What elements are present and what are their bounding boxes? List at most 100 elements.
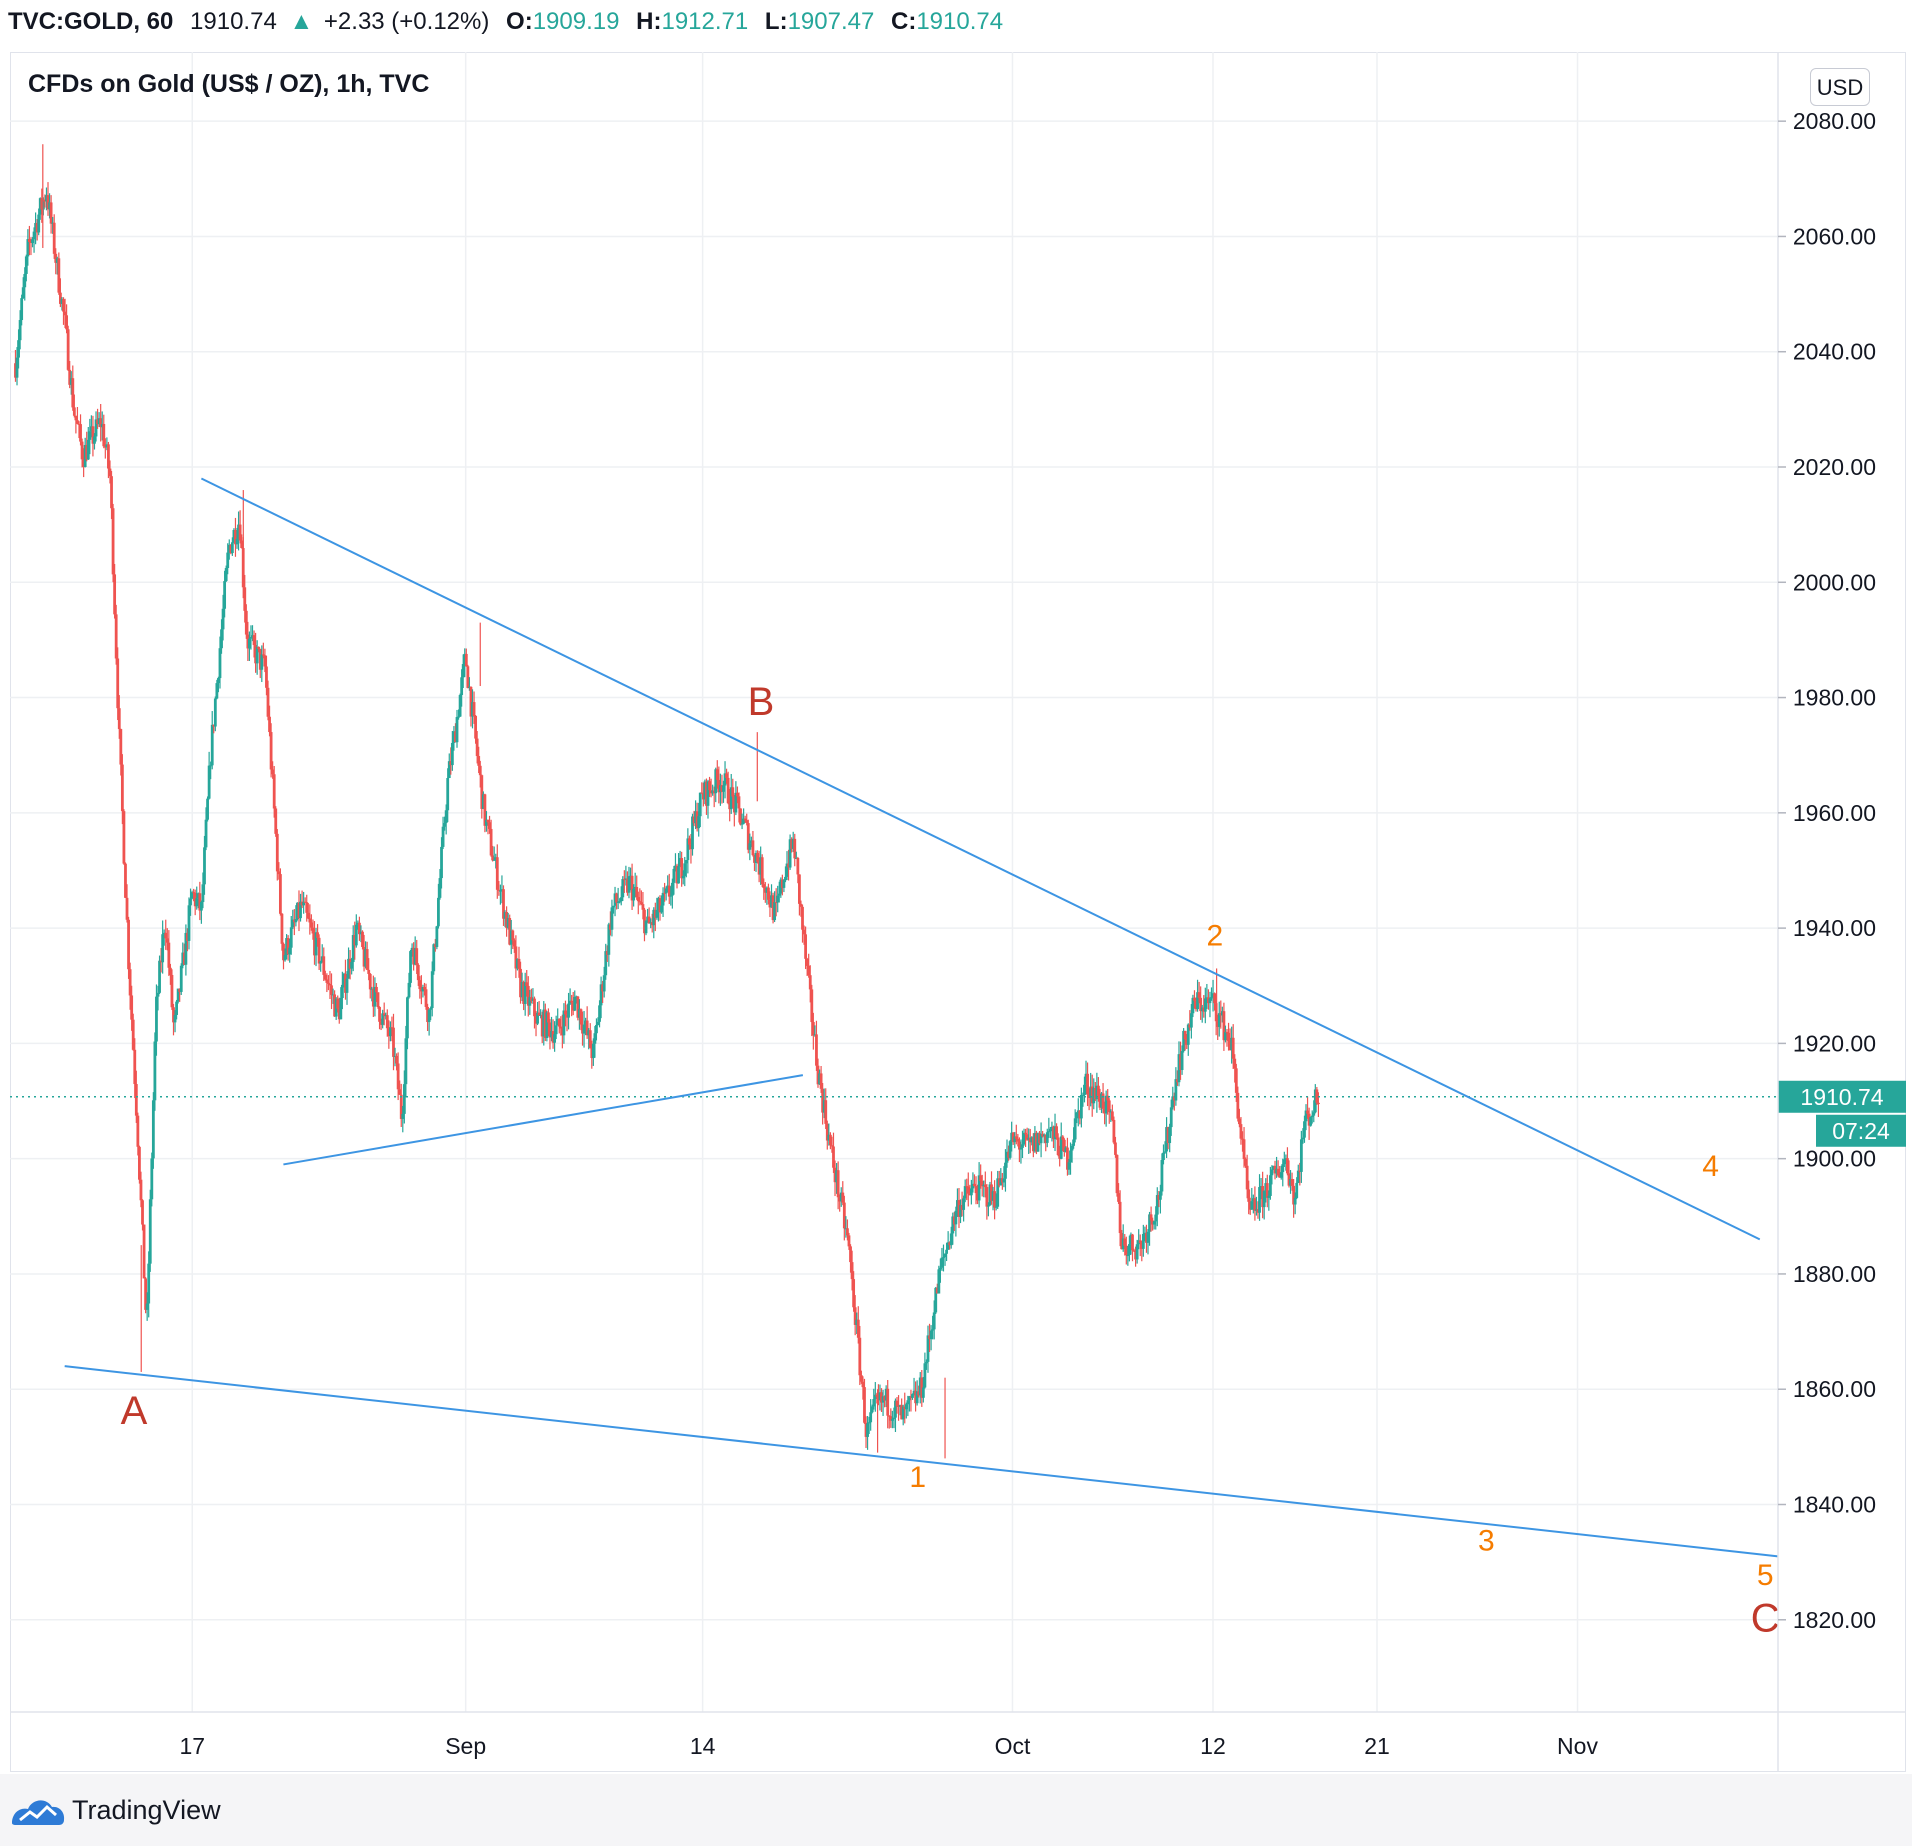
candle-body <box>621 879 625 898</box>
candle-body <box>37 214 41 233</box>
candle-body <box>887 1415 891 1417</box>
candle-body <box>525 982 529 986</box>
candle-body <box>382 1013 386 1016</box>
candle-body <box>443 823 447 827</box>
candle-body <box>1123 1238 1127 1246</box>
candle-body <box>1211 993 1215 998</box>
symbol-name[interactable]: TVC:GOLD, 60 <box>8 8 174 35</box>
candle-body <box>1151 1220 1155 1225</box>
candle-body <box>1146 1231 1150 1243</box>
candle-body <box>1196 992 1199 1010</box>
candle-body <box>1050 1126 1054 1129</box>
candle-body <box>799 903 803 907</box>
candle-body <box>486 819 490 823</box>
candle-body <box>433 944 437 947</box>
candle-body <box>481 794 485 809</box>
candle-body <box>988 1184 992 1206</box>
candle-body <box>819 1073 823 1089</box>
candle-body <box>1255 1209 1258 1211</box>
candle-body <box>387 1028 391 1037</box>
candle-body <box>839 1192 843 1202</box>
candle-body <box>244 610 248 635</box>
candle-body <box>14 363 17 378</box>
candle-body <box>1306 1110 1309 1114</box>
trendline <box>283 1074 804 1166</box>
candle-body <box>517 958 521 969</box>
candle-body <box>884 1388 888 1401</box>
candle-body <box>695 811 699 829</box>
candle-body <box>824 1100 828 1124</box>
brand[interactable]: TradingView <box>10 1790 221 1830</box>
y-tick-label: 1860.00 <box>1793 1376 1876 1402</box>
candle-body <box>610 907 614 930</box>
candle-body <box>1270 1169 1274 1176</box>
candle-body <box>539 1014 543 1016</box>
candle-body <box>556 1018 560 1026</box>
candle-body <box>232 529 236 543</box>
candle-body <box>717 779 721 793</box>
candle-body <box>402 1084 406 1114</box>
candle-body <box>227 544 231 553</box>
candle-body <box>49 202 53 224</box>
candle-body <box>1044 1134 1048 1143</box>
candle-body <box>1176 1079 1179 1083</box>
candle-body <box>774 902 778 904</box>
candle-body <box>1275 1168 1278 1174</box>
candle-body <box>1272 1165 1275 1170</box>
candle-body <box>492 859 496 861</box>
candle-body <box>1265 1183 1269 1198</box>
candle-body <box>890 1419 894 1421</box>
candle-body <box>1141 1233 1145 1249</box>
candle-body <box>1237 1118 1241 1125</box>
candle-body <box>265 666 268 688</box>
candle-body <box>1307 1113 1311 1126</box>
candle-body <box>635 886 639 898</box>
candle-body <box>931 1329 935 1331</box>
candle-body <box>585 1020 589 1036</box>
candle-body <box>1289 1179 1292 1186</box>
candle-body <box>1028 1137 1032 1143</box>
candle-body <box>212 724 216 727</box>
candle-body <box>1284 1158 1288 1160</box>
candle-body <box>1242 1139 1246 1160</box>
candle-body <box>588 1030 592 1048</box>
candle-body <box>591 1043 595 1059</box>
candle-body <box>18 320 22 341</box>
candle-body <box>450 742 454 766</box>
candle-body <box>571 1002 575 1011</box>
candle-body <box>873 1394 877 1400</box>
candle-body <box>1072 1139 1076 1146</box>
candle-body <box>40 198 44 210</box>
candle-body <box>574 996 578 998</box>
candle-body <box>1200 1007 1204 1012</box>
candle-body <box>822 1100 826 1113</box>
candle-body <box>175 1001 178 1015</box>
candle-body <box>533 998 536 1017</box>
candle-body <box>1115 1154 1119 1194</box>
candle-body <box>658 898 662 913</box>
y-tick-label: 2020.00 <box>1793 454 1876 480</box>
candle-body <box>629 875 632 877</box>
candle-body <box>206 798 209 820</box>
candle-body <box>547 1012 550 1023</box>
candle-body <box>1078 1110 1082 1119</box>
candle-body <box>1199 997 1203 1012</box>
candle-body <box>915 1391 919 1404</box>
candle-body <box>1033 1133 1037 1152</box>
candle-body <box>502 889 505 919</box>
candle-body <box>966 1186 970 1194</box>
candle-body <box>396 1063 400 1090</box>
candle-body <box>1186 1024 1190 1045</box>
candle-body <box>1036 1133 1040 1152</box>
candle-body <box>1073 1118 1077 1140</box>
candle-body <box>652 909 656 926</box>
candle-body <box>155 996 158 1042</box>
candle-body <box>908 1396 911 1401</box>
candle-body <box>864 1422 868 1437</box>
candle-body <box>1118 1201 1122 1234</box>
currency-button[interactable]: USD <box>1810 68 1870 106</box>
candle-body <box>1104 1095 1108 1114</box>
candle-body <box>587 1030 591 1036</box>
candle-body <box>1312 1112 1316 1116</box>
